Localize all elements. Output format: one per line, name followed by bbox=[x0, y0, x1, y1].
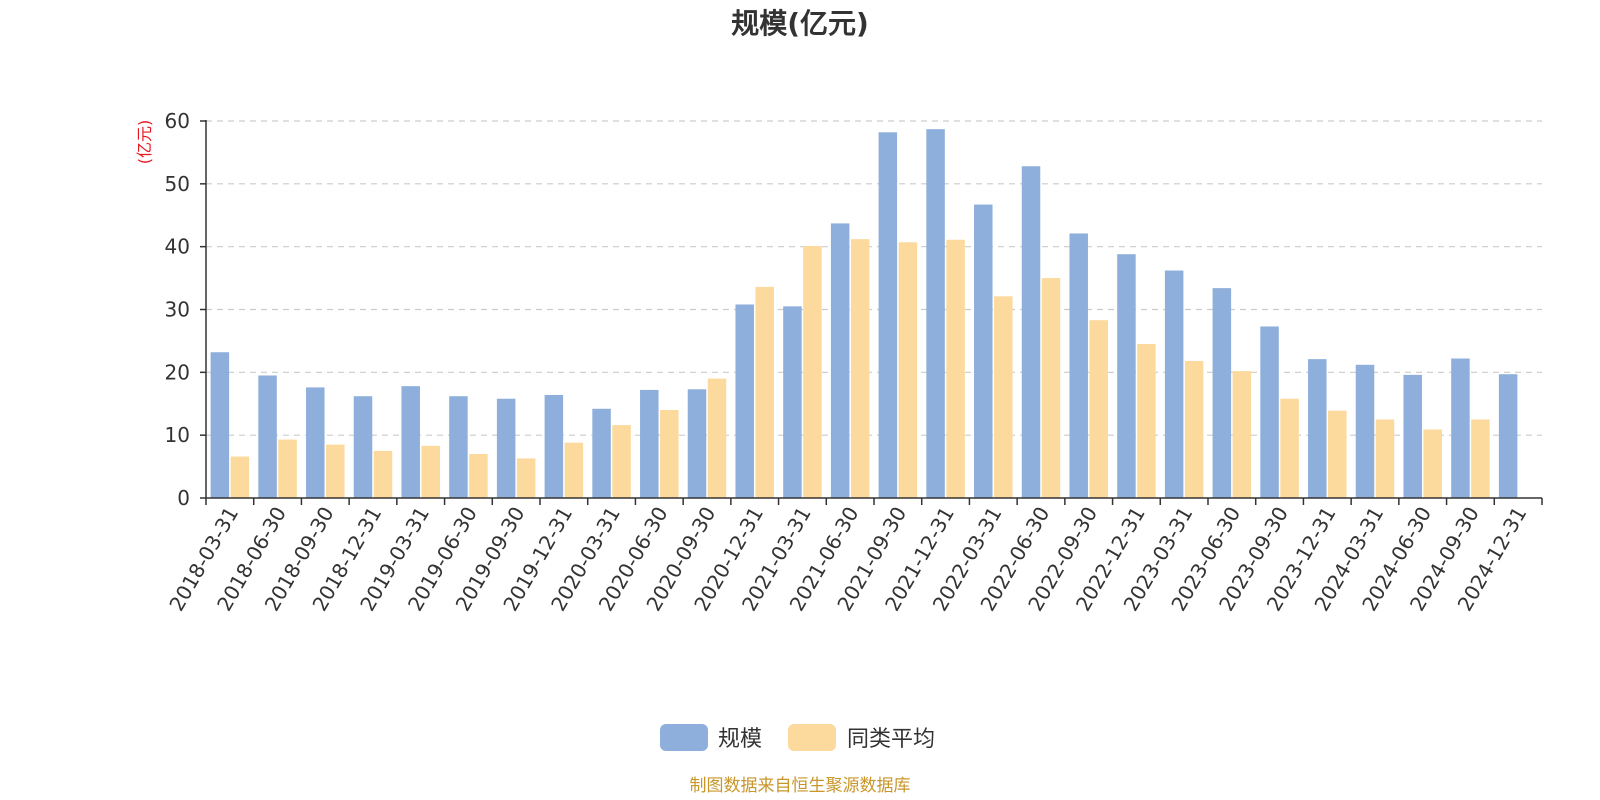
y-tick-label: 40 bbox=[165, 235, 190, 259]
bar-scale[interactable] bbox=[353, 396, 373, 498]
x-axis-ticks: 2018-03-312018-06-302018-09-302018-12-31… bbox=[164, 498, 1543, 615]
bar-scale[interactable] bbox=[830, 223, 850, 499]
chart-title: 规模(亿元) bbox=[731, 7, 869, 40]
legend-swatch-peer-average bbox=[788, 724, 836, 751]
bar-scale[interactable] bbox=[1069, 233, 1088, 498]
bar-scale[interactable] bbox=[735, 304, 754, 498]
bar-peer-average[interactable] bbox=[516, 458, 536, 498]
bar-peer-average[interactable] bbox=[1089, 320, 1108, 498]
bar-scale[interactable] bbox=[1403, 374, 1422, 498]
bar-peer-average[interactable] bbox=[1280, 398, 1299, 498]
legend-label-scale: 规模 bbox=[718, 727, 762, 752]
bar-scale[interactable] bbox=[401, 386, 420, 498]
bar-peer-average[interactable] bbox=[421, 445, 440, 498]
bar-scale[interactable] bbox=[592, 408, 611, 498]
bar-scale[interactable] bbox=[1212, 288, 1232, 498]
bar-peer-average[interactable] bbox=[1041, 278, 1061, 498]
y-axis-ticks: 0 10 20 30 40 50 60 bbox=[165, 109, 206, 510]
bar-peer-average[interactable] bbox=[946, 239, 965, 498]
bar-scale[interactable] bbox=[640, 389, 659, 498]
bar-peer-average[interactable] bbox=[898, 242, 918, 498]
bar-peer-average[interactable] bbox=[469, 454, 488, 498]
bar-scale[interactable] bbox=[1021, 166, 1041, 499]
bar-peer-average[interactable] bbox=[1423, 429, 1442, 498]
bar-peer-average[interactable] bbox=[326, 444, 345, 498]
bar-peer-average[interactable] bbox=[612, 425, 631, 498]
bar-scale[interactable] bbox=[1451, 358, 1470, 498]
bar-scale[interactable] bbox=[306, 387, 325, 498]
bar-scale[interactable] bbox=[258, 375, 277, 498]
legend-label-peer-average: 同类平均 bbox=[847, 727, 935, 752]
y-tick-label: 20 bbox=[165, 360, 190, 384]
bar-scale[interactable] bbox=[1355, 364, 1375, 498]
legend-item-scale[interactable]: 规模 bbox=[660, 724, 762, 752]
bar-scale[interactable] bbox=[496, 398, 516, 498]
bar-peer-average[interactable] bbox=[994, 296, 1013, 498]
bar-peer-average[interactable] bbox=[707, 378, 727, 498]
bar-peer-average[interactable] bbox=[564, 442, 584, 498]
bar-scale[interactable] bbox=[1260, 326, 1279, 498]
y-tick-label: 60 bbox=[165, 109, 190, 133]
bar-scale[interactable] bbox=[1498, 374, 1518, 498]
bar-peer-average[interactable] bbox=[850, 239, 870, 498]
y-tick-label: 30 bbox=[165, 298, 190, 322]
bar-scale[interactable] bbox=[449, 396, 468, 498]
y-axis-unit-label: (亿元) bbox=[135, 120, 154, 165]
bar-scale[interactable] bbox=[544, 394, 564, 498]
bar-scale[interactable] bbox=[926, 129, 945, 499]
bar-peer-average[interactable] bbox=[803, 246, 822, 498]
bar-scale[interactable] bbox=[1308, 359, 1327, 498]
bar-peer-average[interactable] bbox=[1137, 344, 1156, 498]
legend-item-peer-average[interactable]: 同类平均 bbox=[788, 724, 935, 752]
bar-scale[interactable] bbox=[210, 352, 230, 498]
y-tick-label: 10 bbox=[165, 423, 190, 447]
bar-peer-average[interactable] bbox=[1232, 371, 1252, 498]
y-tick-label: 50 bbox=[165, 172, 190, 196]
bar-peer-average[interactable] bbox=[1184, 361, 1204, 498]
bar-scale[interactable] bbox=[783, 306, 802, 498]
bar-peer-average[interactable] bbox=[660, 410, 679, 498]
bar-peer-average[interactable] bbox=[278, 439, 297, 498]
legend-swatch-scale bbox=[660, 724, 708, 751]
bar-peer-average[interactable] bbox=[230, 456, 250, 498]
bar-peer-average[interactable] bbox=[1328, 410, 1347, 498]
bar-scale[interactable] bbox=[1164, 270, 1184, 498]
bar-scale[interactable] bbox=[687, 389, 707, 498]
y-tick-label: 0 bbox=[177, 486, 190, 510]
bar-peer-average[interactable] bbox=[373, 450, 393, 499]
bar-peer-average[interactable] bbox=[755, 286, 774, 498]
bars bbox=[210, 129, 1518, 499]
bar-scale[interactable] bbox=[974, 204, 993, 498]
legend: 规模 同类平均 bbox=[660, 724, 935, 752]
bar-scale[interactable] bbox=[1117, 254, 1136, 498]
source-note: 制图数据来自恒生聚源数据库 bbox=[690, 776, 911, 796]
bar-peer-average[interactable] bbox=[1471, 419, 1490, 498]
bar-peer-average[interactable] bbox=[1375, 419, 1395, 498]
bar-scale[interactable] bbox=[878, 132, 898, 498]
